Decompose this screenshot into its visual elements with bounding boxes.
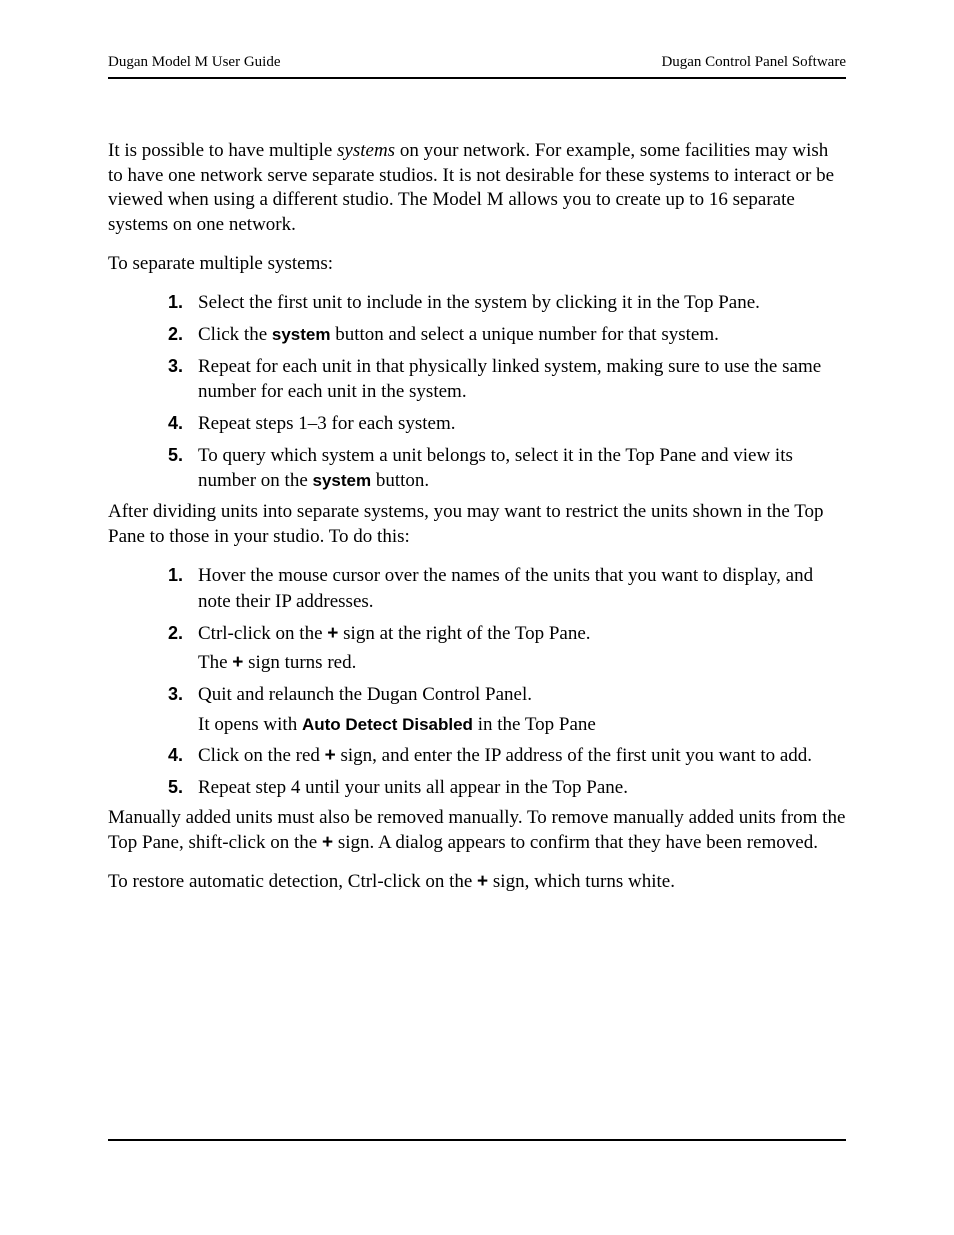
document-page: Dugan Model M User Guide Dugan Control P… <box>0 0 954 1235</box>
step-text-a: Ctrl-click on the <box>198 623 327 644</box>
step-text-b: sign at the right of the Top Pane. <box>338 623 590 644</box>
tail2-b: sign, which turns white. <box>488 871 675 892</box>
step-item: Repeat steps 1–3 for each system. <box>168 411 846 437</box>
tail-paragraph-2: To restore automatic detection, Ctrl-cli… <box>108 870 846 895</box>
step-text-b: sign, and enter the IP address of the fi… <box>336 745 812 766</box>
sub-a: The <box>198 652 232 673</box>
step-text: Repeat steps 1–3 for each system. <box>198 413 455 434</box>
intro-em-systems: systems <box>337 140 395 161</box>
step-text: Quit and relaunch the Dugan Control Pane… <box>198 684 532 705</box>
footer-rule <box>108 1139 846 1141</box>
tail1-b: sign. A dialog appears to confirm that t… <box>333 832 818 853</box>
system-button-label: system <box>313 471 372 490</box>
step-text-a: Click the <box>198 324 272 345</box>
step-subtext: It opens with Auto Detect Disabled in th… <box>198 712 846 738</box>
step-item: Repeat for each unit in that physically … <box>168 354 846 405</box>
step-subtext: The + sign turns red. <box>198 650 846 676</box>
intro-paragraph: It is possible to have multiple systems … <box>108 139 846 238</box>
step-text-a: Click on the red <box>198 745 325 766</box>
header-rule <box>108 77 846 79</box>
step-item: Select the first unit to include in the … <box>168 290 846 316</box>
step-text: Select the first unit to include in the … <box>198 292 760 313</box>
tail2-a: To restore automatic detection, Ctrl-cli… <box>108 871 477 892</box>
sub-b: sign turns red. <box>243 652 356 673</box>
step-item: Click the system button and select a uni… <box>168 322 846 348</box>
auto-detect-disabled-label: Auto Detect Disabled <box>302 715 473 734</box>
tail-paragraph-1: Manually added units must also be remove… <box>108 806 846 855</box>
plus-sign: + <box>477 871 488 892</box>
step-text-b: button and select a unique number for th… <box>331 324 719 345</box>
sub-b: in the Top Pane <box>473 714 596 735</box>
step-text: Hover the mouse cursor over the names of… <box>198 565 813 612</box>
plus-sign: + <box>232 652 243 673</box>
step-text: Repeat for each unit in that physically … <box>198 356 821 403</box>
step-item: Click on the red + sign, and enter the I… <box>168 743 846 769</box>
step-text-a: To query which system a unit belongs to,… <box>198 445 793 492</box>
plus-sign: + <box>327 623 338 644</box>
step-item: Repeat step 4 until your units all appea… <box>168 775 846 801</box>
section2-steps: Hover the mouse cursor over the names of… <box>108 563 846 800</box>
step-item: Quit and relaunch the Dugan Control Pane… <box>168 682 846 737</box>
system-button-label: system <box>272 325 331 344</box>
step-text: Repeat step 4 until your units all appea… <box>198 777 628 798</box>
plus-sign: + <box>325 745 336 766</box>
section1-lead: To separate multiple systems: <box>108 252 846 277</box>
header-left: Dugan Model M User Guide <box>108 54 280 71</box>
intro-text-a: It is possible to have multiple <box>108 140 337 161</box>
page-header: Dugan Model M User Guide Dugan Control P… <box>108 54 846 77</box>
step-item: Ctrl-click on the + sign at the right of… <box>168 621 846 676</box>
section1-steps: Select the first unit to include in the … <box>108 290 846 493</box>
plus-sign: + <box>322 832 333 853</box>
section2-lead: After dividing units into separate syste… <box>108 500 846 549</box>
header-right: Dugan Control Panel Software <box>661 54 846 71</box>
step-text-b: button. <box>371 470 429 491</box>
sub-a: It opens with <box>198 714 302 735</box>
step-item: To query which system a unit belongs to,… <box>168 443 846 494</box>
step-item: Hover the mouse cursor over the names of… <box>168 563 846 614</box>
